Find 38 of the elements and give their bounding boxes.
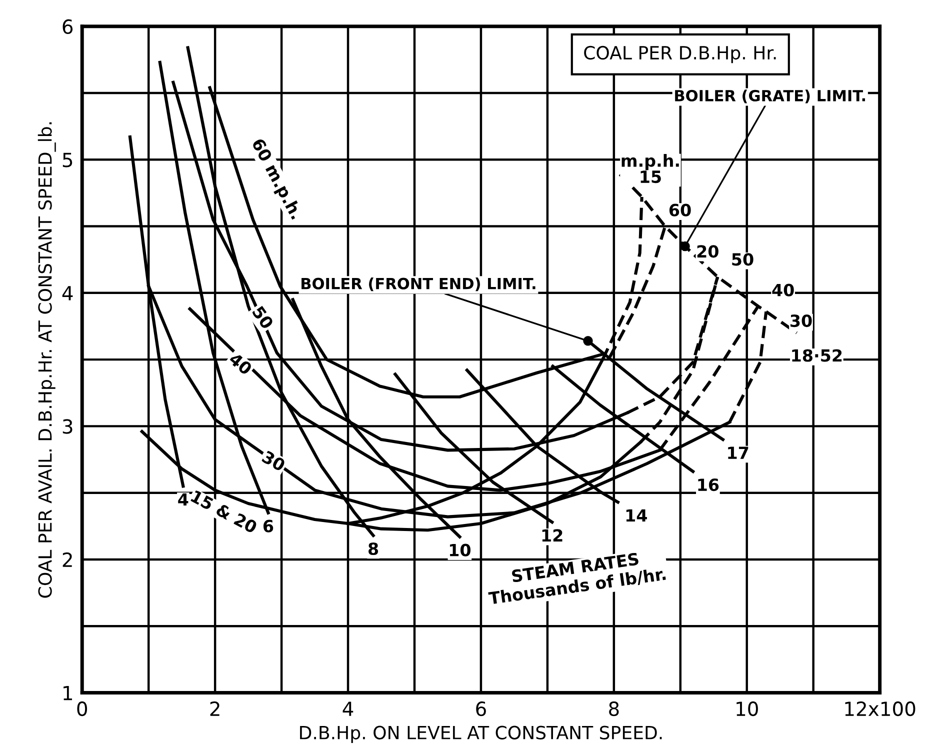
annotation: 20 — [697, 245, 718, 258]
annotation: 6 — [263, 520, 274, 532]
annotation: STEAM RATES Thousands of lb/hr. — [488, 552, 666, 606]
annotation: 30 — [261, 450, 286, 472]
annotation: 17 — [728, 446, 748, 459]
annotation: 12 — [542, 529, 562, 542]
y-tick-label: 4 — [62, 286, 73, 300]
x-tick-label: 6 — [476, 701, 486, 716]
y-tick-label: 2 — [62, 552, 72, 567]
y-axis-title: COAL PER AVAIL. D.B.Hp.Hr. AT CONSTANT SPEED_lb. — [38, 122, 56, 598]
text: COAL PER D.B.Hp. Hr. — [584, 46, 776, 64]
annotation: 40 — [772, 284, 794, 296]
annotation: 14 — [626, 509, 647, 522]
annotation: 40 — [228, 352, 253, 376]
x-tick-label: 8 — [609, 701, 619, 716]
annotation: 15 & 20 — [190, 490, 258, 534]
x-tick-label: 4 — [342, 702, 354, 716]
y-tick-label: 6 — [62, 19, 73, 34]
y-tick-label: 5 — [62, 152, 72, 168]
x-tick-label: 2 — [210, 701, 220, 716]
annotation: 50 — [732, 253, 754, 266]
annotation: 60 — [669, 204, 691, 216]
annotation: 4 — [178, 493, 188, 506]
annotation: 10 — [450, 544, 470, 556]
annotation: 8 — [368, 542, 378, 556]
x-tick-label: 10 — [736, 701, 758, 716]
y-tick-label: 1 — [64, 686, 72, 700]
annotation: 16 — [698, 478, 719, 492]
annotation: m.p.h. 15 — [622, 154, 679, 184]
x-tick-label: 0 — [77, 701, 88, 716]
annotation: 18·52 — [792, 349, 842, 362]
x-tick-label: 12x100 — [845, 701, 916, 716]
annotation: BOILER (GRATE) LIMIT. — [675, 90, 866, 104]
annotation: 30 — [790, 314, 812, 328]
x-axis-title: D.B.Hp. ON LEVEL AT CONSTANT SPEED. — [300, 726, 662, 743]
annotation: BOILER (FRONT END) LIMIT. — [302, 278, 536, 292]
annotation: 50 — [252, 305, 274, 330]
y-tick-label: 3 — [62, 419, 72, 434]
